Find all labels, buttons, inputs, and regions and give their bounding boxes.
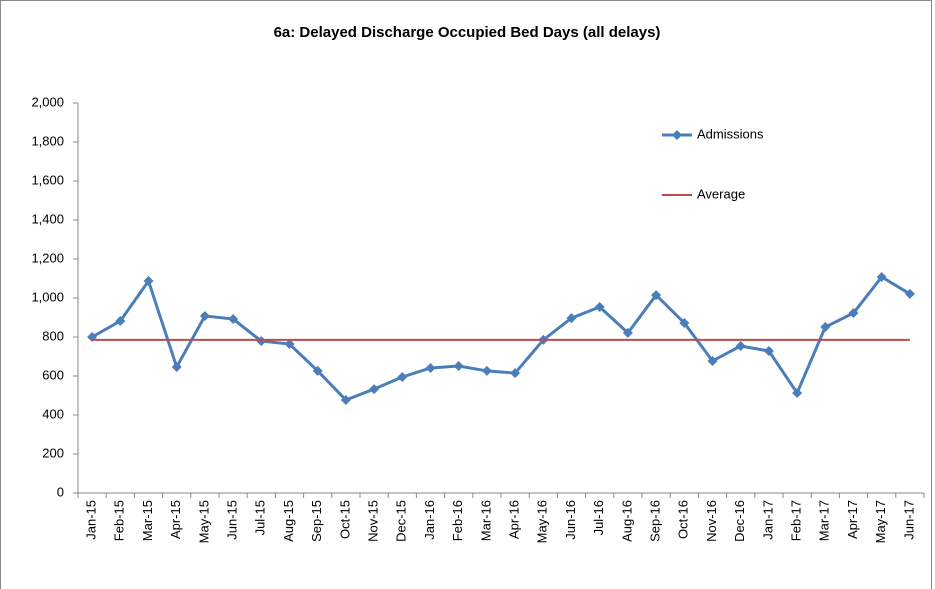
marker xyxy=(397,371,408,382)
marker xyxy=(904,288,915,299)
y-tick-label: 1,000 xyxy=(31,289,64,304)
x-tick-label: Aug-16 xyxy=(619,500,634,542)
x-tick-label: Feb-15 xyxy=(112,500,127,541)
x-tick-label: Sep-16 xyxy=(648,500,663,542)
marker xyxy=(481,365,492,376)
x-tick-label: Feb-17 xyxy=(789,500,804,541)
marker xyxy=(425,363,436,374)
y-tick-label: 800 xyxy=(42,328,64,343)
legend-label: Average xyxy=(697,186,745,201)
y-tick-label: 2,000 xyxy=(31,94,64,109)
marker xyxy=(735,340,746,351)
chart-title: 6a: Delayed Discharge Occupied Bed Days … xyxy=(274,24,661,41)
x-tick-label: Mar-15 xyxy=(140,500,155,541)
x-tick-label: May-15 xyxy=(196,500,211,543)
x-tick-label: Apr-17 xyxy=(845,500,860,539)
x-tick-label: Dec-15 xyxy=(394,500,409,542)
x-tick-label: Jul-16 xyxy=(591,500,606,535)
x-tick-label: Jul-15 xyxy=(253,500,268,535)
marker xyxy=(312,365,323,376)
x-tick-label: Nov-15 xyxy=(366,500,381,542)
y-tick-label: 400 xyxy=(42,406,64,421)
x-tick-label: Aug-15 xyxy=(281,500,296,542)
y-tick-label: 0 xyxy=(57,484,64,499)
marker xyxy=(679,317,690,328)
x-tick-label: Jan-15 xyxy=(84,500,99,540)
marker xyxy=(651,290,662,301)
x-tick-label: Mar-17 xyxy=(817,500,832,541)
y-tick-label: 1,200 xyxy=(31,250,64,265)
x-tick-label: Mar-16 xyxy=(478,500,493,541)
marker xyxy=(848,308,859,319)
y-tick-label: 1,800 xyxy=(31,133,64,148)
x-tick-label: Feb-16 xyxy=(450,500,465,541)
marker xyxy=(622,327,633,338)
x-tick-label: Apr-15 xyxy=(168,500,183,539)
marker xyxy=(453,361,464,372)
x-tick-label: Oct-16 xyxy=(676,500,691,539)
x-tick-label: Jan-17 xyxy=(760,500,775,540)
marker xyxy=(820,322,831,333)
marker xyxy=(566,313,577,324)
x-tick-label: Oct-15 xyxy=(337,500,352,539)
y-tick-label: 200 xyxy=(42,445,64,460)
x-tick-label: Jan-16 xyxy=(422,500,437,540)
y-tick-label: 1,600 xyxy=(31,172,64,187)
x-tick-label: Jun-15 xyxy=(225,500,240,540)
legend-marker xyxy=(672,130,682,140)
marker xyxy=(171,362,182,373)
marker xyxy=(763,346,774,357)
y-tick-label: 1,400 xyxy=(31,211,64,226)
marker xyxy=(792,387,803,398)
legend-label: Admissions xyxy=(697,126,764,141)
marker xyxy=(707,355,718,366)
marker xyxy=(594,301,605,312)
marker xyxy=(256,336,267,347)
marker xyxy=(284,339,295,350)
marker xyxy=(340,394,351,405)
marker xyxy=(510,368,521,379)
x-tick-label: Dec-16 xyxy=(732,500,747,542)
x-tick-label: May-17 xyxy=(873,500,888,543)
x-tick-label: Sep-15 xyxy=(309,500,324,542)
x-tick-label: Nov-16 xyxy=(704,500,719,542)
x-tick-label: Jun-17 xyxy=(901,500,916,540)
marker xyxy=(199,310,210,321)
y-tick-label: 600 xyxy=(42,367,64,382)
series-line xyxy=(91,274,911,402)
x-tick-label: May-16 xyxy=(535,500,550,543)
x-tick-label: Apr-16 xyxy=(507,500,522,539)
marker xyxy=(115,316,126,327)
marker xyxy=(228,314,239,325)
marker xyxy=(143,276,154,287)
marker xyxy=(369,384,380,395)
marker xyxy=(876,271,887,282)
x-tick-label: Jun-16 xyxy=(563,500,578,540)
